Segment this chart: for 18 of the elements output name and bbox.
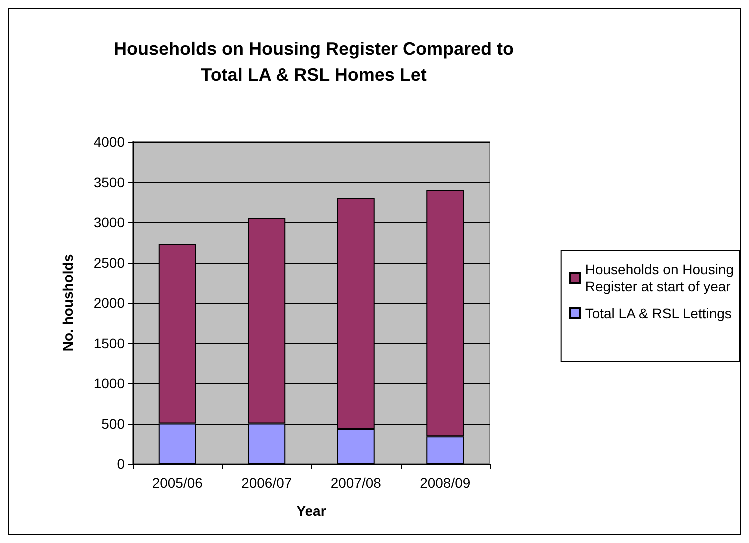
chart-title: Households on Housing Register Compared to Total LA & RSL Homes Let xyxy=(114,39,514,85)
x-tick-label: 2008/09 xyxy=(420,475,471,491)
y-tick-label: 2500 xyxy=(94,254,126,271)
legend-label: Total LA & RSL Lettings xyxy=(585,306,732,322)
y-tick-label: 2000 xyxy=(94,295,126,311)
y-tick-label: 1500 xyxy=(94,335,126,352)
x-tick-label: 2007/08 xyxy=(330,475,382,491)
y-tick-label: 3000 xyxy=(94,214,126,230)
y-tick-label: 3500 xyxy=(94,174,126,190)
x-axis-title: Year xyxy=(296,503,327,519)
y-tick-label: 500 xyxy=(102,416,126,432)
legend-label: Households on Housing Register at start of year xyxy=(585,262,734,294)
y-axis-title: No. housholds xyxy=(60,254,76,352)
x-tick-label: 2006/07 xyxy=(242,475,292,491)
y-tick-label: 0 xyxy=(117,456,126,472)
y-tick-label: 4000 xyxy=(94,134,126,150)
x-tick-label: 2005/06 xyxy=(152,475,204,491)
y-tick-label: 1000 xyxy=(94,376,126,392)
